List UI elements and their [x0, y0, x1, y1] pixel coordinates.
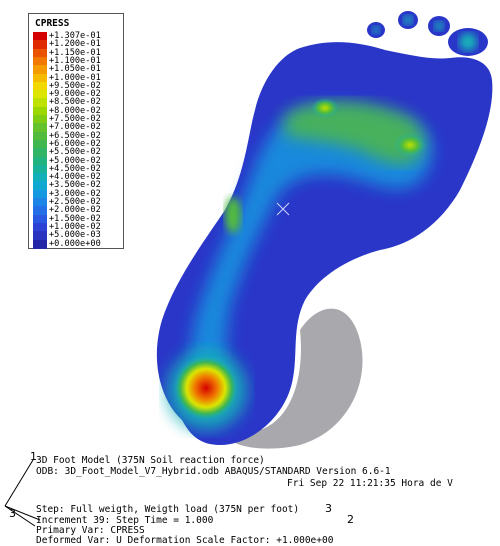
deformed-var: Deformed Var: U Deformation Scale Factor… — [36, 535, 334, 546]
legend-swatch — [33, 123, 47, 133]
legend-entry: +6.000e-02 — [33, 138, 123, 149]
legend-swatch — [33, 198, 47, 207]
legend-value: +6.500e-02 — [49, 130, 101, 141]
legend-swatch — [33, 106, 47, 116]
legend-value: +8.500e-02 — [49, 97, 101, 108]
legend-value: +1.150e-01 — [49, 47, 101, 58]
legend-title: CPRESS — [35, 18, 70, 29]
legend-swatch — [33, 73, 47, 83]
legend-value: +1.100e-01 — [49, 55, 101, 66]
primary-var: Primary Var: CPRESS — [36, 525, 145, 536]
legend-entry: +1.200e-01 — [33, 39, 123, 50]
legend-entry: +1.050e-01 — [33, 64, 123, 75]
legend-entry: +5.500e-02 — [33, 147, 123, 158]
legend-value: +1.500e-02 — [49, 213, 101, 224]
legend-entry: +1.307e-01 — [33, 31, 123, 41]
legend-value: +0.000e+00 — [49, 238, 101, 249]
legend-swatch — [33, 115, 47, 124]
legend-entry: +8.000e-02 — [33, 105, 123, 116]
legend-swatch — [33, 131, 47, 141]
legend-entry: +6.500e-02 — [33, 130, 123, 141]
legend-entry: +4.500e-02 — [33, 163, 123, 174]
triad-label-3-right: 3 — [325, 502, 332, 515]
legend-value: +3.500e-02 — [49, 180, 101, 191]
legend-entry: +3.000e-02 — [33, 188, 123, 199]
legend-swatch — [33, 148, 47, 158]
legend-entry: +5.000e-02 — [33, 155, 123, 166]
legend-swatch — [33, 156, 47, 166]
legend-swatch — [33, 222, 47, 232]
run-date: Fri Sep 22 11:21:35 Hora de V — [287, 478, 453, 489]
legend-swatch — [33, 40, 47, 50]
model-title: 3D Foot Model (375N Soil reaction force) — [36, 455, 265, 466]
legend-entry: +1.000e-02 — [33, 221, 123, 232]
node-cross-marker — [276, 202, 290, 216]
legend-swatch — [33, 90, 47, 100]
legend-value: +1.050e-01 — [49, 64, 101, 75]
legend-swatch — [33, 173, 47, 183]
legend-value: +9.000e-02 — [49, 89, 101, 100]
legend-value: +4.500e-02 — [49, 163, 101, 174]
legend-value: +4.000e-02 — [49, 172, 101, 183]
legend-value: +6.000e-02 — [49, 138, 101, 149]
legend-swatch — [33, 181, 47, 191]
legend-entry: +1.000e-01 — [33, 72, 123, 83]
legend-swatch — [33, 214, 47, 224]
legend-entry: +2.500e-02 — [33, 197, 123, 207]
foot-shadow — [230, 308, 363, 449]
legend-swatch — [33, 98, 47, 108]
legend-entry: +9.000e-02 — [33, 89, 123, 100]
legend-entry: +9.500e-02 — [33, 80, 123, 91]
legend-entry: +2.000e-02 — [33, 205, 123, 216]
legend-value: +5.500e-02 — [49, 147, 101, 158]
legend-swatch — [33, 206, 47, 216]
legend-value: +7.500e-02 — [49, 114, 101, 124]
legend-entry: +7.500e-02 — [33, 114, 123, 124]
increment-info: Increment 39: Step Time = 1.000 — [36, 515, 214, 526]
legend-swatch — [33, 81, 47, 91]
legend-entry: +1.150e-01 — [33, 47, 123, 58]
legend-value: +1.000e-01 — [49, 72, 101, 83]
legend-value: +1.307e-01 — [49, 31, 101, 41]
legend-swatch — [33, 239, 47, 249]
legend-swatch — [33, 231, 47, 241]
legend-value: +1.200e-01 — [49, 39, 101, 50]
legend-value: +9.500e-02 — [49, 80, 101, 91]
legend-entry: +4.000e-02 — [33, 172, 123, 183]
coordinate-triad — [4, 459, 41, 527]
legend-entry: +1.500e-02 — [33, 213, 123, 224]
triad-label-2: 2 — [347, 513, 354, 526]
legend-entry: +1.100e-01 — [33, 55, 123, 66]
legend-value: +2.000e-02 — [49, 205, 101, 216]
triad-label-3-left: 3 — [9, 507, 16, 520]
legend-entry: +7.000e-02 — [33, 122, 123, 133]
legend-swatch — [33, 56, 47, 66]
legend-value: +5.000e-02 — [49, 155, 101, 166]
legend-value: +5.000e-03 — [49, 230, 101, 241]
legend-entry: +0.000e+00 — [33, 238, 123, 249]
triad-label-1: 1 — [30, 450, 37, 463]
legend-swatch — [33, 32, 47, 41]
legend-entry: +3.500e-02 — [33, 180, 123, 191]
legend-entry: +8.500e-02 — [33, 97, 123, 108]
step-info: Step: Full weigth, Weigth load (375N per… — [36, 504, 300, 515]
legend-swatch — [33, 164, 47, 174]
odb-info: ODB: 3D_Foot_Model_V7_Hybrid.odb ABAQUS/… — [36, 466, 391, 477]
contour-legend: CPRESS +1.307e-01 +1.200e-01 +1.150e-01 +1.… — [28, 13, 124, 249]
legend-swatch — [33, 139, 47, 149]
legend-value: +2.500e-02 — [49, 197, 101, 207]
legend-swatch — [33, 189, 47, 199]
legend-value: +7.000e-02 — [49, 122, 101, 133]
legend-swatch — [33, 48, 47, 58]
legend-value: +8.000e-02 — [49, 105, 101, 116]
legend-value: +1.000e-02 — [49, 221, 101, 232]
legend-swatch — [33, 65, 47, 75]
legend-entry: +5.000e-03 — [33, 230, 123, 241]
legend-value: +3.000e-02 — [49, 188, 101, 199]
